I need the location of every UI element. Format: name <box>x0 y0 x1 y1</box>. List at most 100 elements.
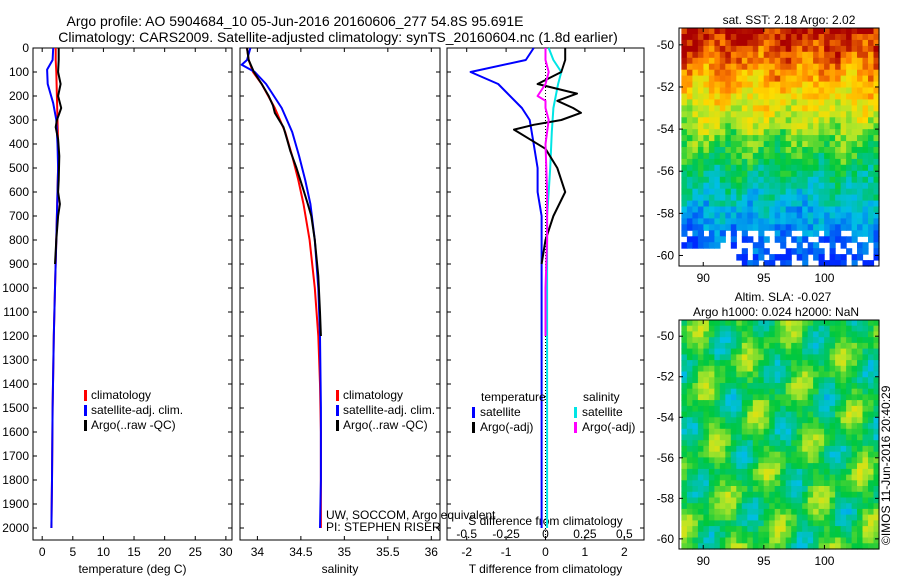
heatmap-cell <box>785 400 792 407</box>
heatmap-cell <box>868 51 875 59</box>
heatmap-cell <box>758 164 765 172</box>
heatmap-cell <box>796 320 803 327</box>
heatmap-cell <box>857 388 864 395</box>
heatmap-cell <box>692 81 699 89</box>
heatmap-cell <box>703 371 710 378</box>
heatmap-cell <box>730 371 737 378</box>
heatmap-cell <box>708 514 715 521</box>
heatmap-cell <box>708 164 715 172</box>
heatmap-cell <box>835 445 842 453</box>
heatmap-cell <box>807 394 814 401</box>
heatmap-cell <box>818 377 825 384</box>
heatmap-cell <box>813 75 820 83</box>
heatmap-cell <box>725 93 732 100</box>
x-tick-label-difference: 1 <box>582 545 589 559</box>
heatmap-cell <box>736 445 743 453</box>
heatmap-cell <box>780 194 787 202</box>
heatmap-cell <box>769 543 776 550</box>
heatmap-cell <box>725 400 732 407</box>
heatmap-cell <box>752 117 759 124</box>
heatmap-cell <box>873 117 880 124</box>
heatmap-cell <box>818 93 825 100</box>
heatmap-cell <box>829 51 836 59</box>
heatmap-cell <box>840 508 847 516</box>
heatmap-cell <box>813 111 820 118</box>
heatmap-cell <box>708 75 715 83</box>
heatmap-cell <box>868 526 875 533</box>
heatmap-cell <box>747 325 754 332</box>
heatmap-cell <box>829 331 836 338</box>
heatmap-cell <box>736 182 743 190</box>
heatmap-cell <box>846 383 853 390</box>
heatmap-cell <box>708 463 715 470</box>
heatmap-cell <box>846 360 853 367</box>
heatmap-cell <box>725 514 732 521</box>
heatmap-cell <box>813 224 820 231</box>
heatmap-cell <box>873 491 880 499</box>
heatmap-cell <box>758 57 765 65</box>
heatmap-cell <box>730 69 737 77</box>
heatmap-cell <box>851 176 858 184</box>
heatmap-cell <box>747 69 754 77</box>
heatmap-cell <box>719 411 726 418</box>
heatmap-cell <box>807 365 814 373</box>
heatmap-cell <box>780 503 787 510</box>
heatmap-cell <box>829 28 836 35</box>
heatmap-cell <box>747 194 754 202</box>
heatmap-cell <box>747 170 754 178</box>
heatmap-cell <box>868 474 875 481</box>
heatmap-cell <box>686 99 693 106</box>
heatmap-cell <box>780 480 787 487</box>
heatmap-cell <box>736 325 743 332</box>
heatmap-cell <box>708 81 715 89</box>
heatmap-cell <box>851 451 858 458</box>
heatmap-cell <box>686 405 693 413</box>
heatmap-cell <box>686 365 693 373</box>
heatmap-cell <box>741 405 748 413</box>
heatmap-cell <box>840 434 847 441</box>
heatmap-cell <box>747 423 754 430</box>
heatmap-cell <box>846 371 853 378</box>
heatmap-cell <box>846 194 853 202</box>
heatmap-cell <box>785 451 792 458</box>
heatmap-cell <box>862 182 869 190</box>
heatmap-cell <box>846 503 853 510</box>
heatmap-cell <box>868 170 875 178</box>
heatmap-cell <box>681 170 688 178</box>
heatmap-cell <box>758 360 765 367</box>
heatmap-cell <box>697 348 704 355</box>
heatmap-cell <box>791 188 798 196</box>
heatmap-cell <box>752 491 759 499</box>
heatmap-cell <box>719 39 726 47</box>
heatmap-cell <box>758 176 765 184</box>
heatmap-cell <box>862 365 869 373</box>
heatmap-cell <box>708 194 715 202</box>
heatmap-cell <box>763 486 770 493</box>
heatmap-cell <box>714 388 721 395</box>
heatmap-cell <box>747 81 754 89</box>
heatmap-cell <box>725 383 732 390</box>
heatmap-cell <box>818 176 825 184</box>
heatmap-cell <box>730 51 737 59</box>
heatmap-cell <box>780 75 787 83</box>
heatmap-cell <box>840 388 847 395</box>
heatmap-cell <box>802 457 809 464</box>
heatmap-cell <box>829 224 836 231</box>
heatmap-cell <box>857 123 864 130</box>
heatmap-cell <box>818 39 825 47</box>
heatmap-cell <box>769 486 776 493</box>
x-tick-label-temperature: 20 <box>158 545 172 559</box>
heatmap-cell <box>851 537 858 544</box>
heatmap-cell <box>846 248 853 255</box>
heatmap-cell <box>824 508 831 516</box>
heatmap-cell <box>780 531 787 539</box>
heatmap-cell <box>851 400 858 407</box>
heatmap-cell <box>692 440 699 447</box>
heatmap-cell <box>840 497 847 504</box>
heatmap-cell <box>796 75 803 83</box>
heatmap-cell <box>719 117 726 124</box>
heatmap-cell <box>785 405 792 413</box>
heatmap-cell <box>741 99 748 106</box>
heatmap-cell <box>692 51 699 59</box>
heatmap-cell <box>840 354 847 361</box>
